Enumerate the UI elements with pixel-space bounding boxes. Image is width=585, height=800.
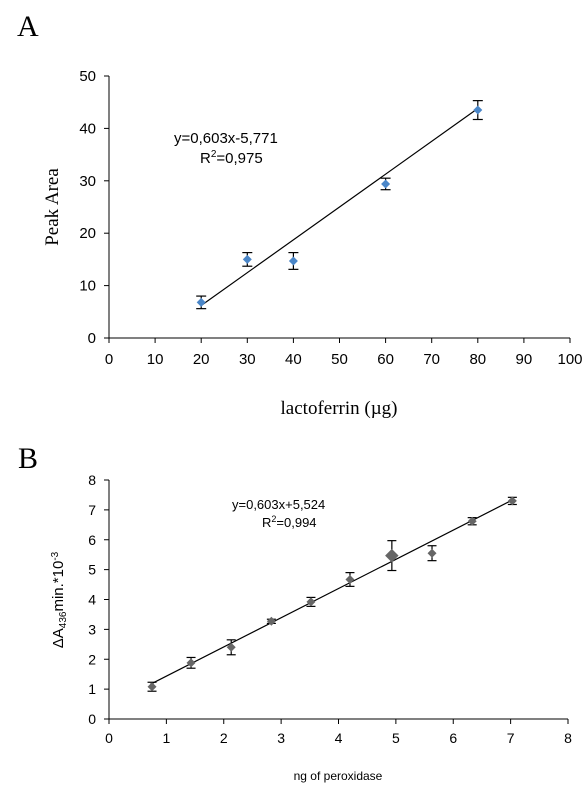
chart-a-x-tick-label: 30	[239, 351, 256, 368]
chart-b-point	[306, 597, 316, 607]
chart-a-x-tick-label: 70	[423, 351, 440, 368]
chart-b-x-tick-label: 3	[277, 730, 285, 746]
chart-b-point	[186, 658, 196, 668]
chart-a-x-title: lactoferrin (µg)	[281, 398, 398, 419]
chart-b-x-tick-label: 2	[220, 730, 228, 746]
chart-b-point	[345, 574, 355, 584]
chart-b-equation: y=0,603x+5,524	[232, 497, 325, 512]
chart-a-y-tick-label: 50	[79, 68, 96, 85]
chart-b-y-tick-label: 6	[88, 532, 96, 548]
panel-letter-b: B	[18, 442, 38, 475]
chart-a-x-tick-label: 90	[516, 351, 533, 368]
chart-b-y-tick-label: 1	[88, 681, 96, 697]
chart-a-y-tick-label: 10	[79, 278, 96, 295]
chart-b-r2: R2=0,994	[262, 514, 317, 530]
chart-b-y-title-sub: 436	[58, 611, 69, 628]
chart-b-x-tick-label: 0	[105, 730, 113, 746]
panel-letter-a: A	[17, 10, 39, 43]
chart-a: 0 10 20 30 40 50 60 70 80 90 100 0 10 20 30 40 50 y=0,60…	[42, 68, 583, 419]
chart-a-y-tick-label: 30	[79, 173, 96, 190]
chart-b-r2-superscript: 2	[271, 514, 276, 524]
chart-a-x-tick-label: 20	[193, 351, 210, 368]
chart-a-x-tick-label: 50	[331, 351, 348, 368]
chart-b-y-tick-label: 5	[88, 562, 96, 578]
chart-a-point	[473, 105, 483, 115]
chart-a-equation: y=0,603x-5,771	[174, 130, 278, 147]
chart-a-x-tick-label: 0	[105, 351, 113, 368]
chart-a-point	[242, 254, 252, 264]
chart-a-point	[288, 256, 298, 266]
chart-a-y-tick-label: 0	[88, 330, 96, 347]
chart-a-y-tick-label: 40	[79, 120, 96, 137]
chart-b-y-tick-label: 4	[88, 592, 96, 608]
chart-b-y-title-sup: -3	[50, 551, 61, 560]
chart-a-x-tick-label: 60	[377, 351, 394, 368]
chart-b-y-title: ΔA436min.*10-3	[50, 551, 69, 648]
chart-b-y-title-part-2: min.*10	[50, 561, 67, 612]
chart-b-x-tick-label: 6	[449, 730, 457, 746]
chart-b-x-title: ng of peroxidase	[294, 769, 383, 783]
chart-b-point	[467, 516, 477, 526]
chart-b-point	[147, 682, 157, 692]
chart-b-y-tick-label: 2	[88, 651, 96, 667]
chart-b-point	[226, 642, 236, 652]
chart-b-r2-value: =0,994	[276, 515, 316, 530]
chart-b-x-tick-label: 7	[507, 730, 515, 746]
chart-a-point	[381, 179, 391, 189]
chart-b-x-tick-label: 4	[335, 730, 343, 746]
chart-a-x-tick-label: 10	[147, 351, 164, 368]
chart-a-x-tick-label: 80	[469, 351, 486, 368]
chart-b-trendline	[150, 499, 513, 685]
chart-a-r2-prefix: R	[200, 150, 211, 167]
chart-a-x-tick-label: 100	[557, 351, 582, 368]
chart-b-x-tick-label: 1	[162, 730, 170, 746]
chart-b-r2-prefix: R	[262, 515, 271, 530]
chart-b-point	[427, 548, 437, 558]
chart-a-y-tick-label: 20	[79, 225, 96, 242]
chart-b-point	[266, 616, 276, 626]
chart-a-y-title: Peak Area	[42, 168, 63, 246]
chart-b-y-tick-label: 0	[88, 711, 96, 727]
chart-b-point	[507, 496, 517, 506]
chart-b-x-tick-label: 5	[392, 730, 400, 746]
chart-b-y-tick-label: 8	[88, 472, 96, 488]
chart-a-point	[196, 297, 206, 307]
chart-b-y-tick-label: 3	[88, 621, 96, 637]
chart-a-r2: R2=0,975	[200, 149, 263, 167]
chart-a-r2-value: =0,975	[216, 150, 262, 167]
chart-a-trendline	[200, 107, 479, 307]
chart-a-r2-superscript: 2	[211, 149, 217, 160]
chart-b-point	[385, 548, 399, 563]
chart-b-y-title-part-1: ΔA	[50, 628, 67, 648]
chart-b-y-tick-label: 7	[88, 502, 96, 518]
chart-a-x-tick-label: 40	[285, 351, 302, 368]
chart-b-x-tick-label: 8	[564, 730, 572, 746]
